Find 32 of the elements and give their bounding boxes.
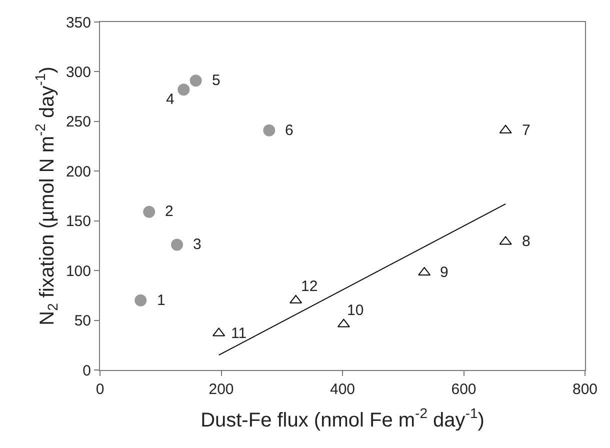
point: [143, 206, 156, 218]
y-tick-label: 50: [74, 312, 91, 330]
annotation: 11: [231, 325, 247, 342]
annotation: 9: [440, 264, 448, 281]
y-tick-label: 100: [66, 262, 91, 280]
annotation: 6: [285, 122, 294, 139]
annotation: 10: [347, 302, 364, 319]
x-tick-label: 800: [572, 381, 598, 398]
y-tick-label: 250: [66, 114, 91, 131]
y-tick-label: 300: [66, 64, 91, 81]
y-tick-label: 150: [66, 213, 91, 230]
y-tick-label: 0: [82, 362, 91, 380]
annotation: 5: [212, 72, 220, 89]
x-tick-label: 200: [208, 381, 234, 398]
x-tick-label: 600: [451, 381, 476, 398]
annotation: 8: [522, 233, 530, 250]
annotation: 12: [301, 278, 318, 295]
point: [170, 238, 183, 251]
y-tick-label: 350: [66, 14, 91, 32]
x-tick-label: 0: [96, 381, 104, 398]
annotation: 4: [166, 91, 174, 108]
annotation: 7: [522, 122, 530, 139]
x-tick-label: 400: [330, 381, 356, 398]
annotation: 3: [193, 236, 202, 253]
annotation: 2: [165, 203, 174, 220]
x-axis-title: Dust-Fe flux (nmol Fe m$^{-2}$ day$^{-1}$): [200, 405, 484, 432]
point: [178, 84, 190, 96]
annotation: 1: [157, 292, 166, 309]
y-tick-label: 200: [66, 163, 91, 180]
point: [134, 294, 147, 306]
point: [190, 74, 202, 87]
point: [263, 124, 276, 136]
